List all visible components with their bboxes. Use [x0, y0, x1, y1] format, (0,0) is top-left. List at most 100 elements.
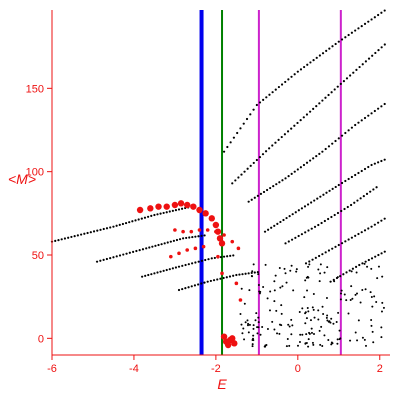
data-point: [347, 33, 350, 37]
data-point: [347, 238, 350, 241]
data-point: [160, 243, 163, 246]
red-point: [136, 206, 144, 214]
data-point: [245, 117, 249, 121]
red-point: [189, 229, 194, 234]
data-point: [354, 293, 357, 296]
data-point: [363, 262, 366, 265]
data-point: [132, 250, 135, 253]
data-point: [340, 209, 343, 213]
data-point: [226, 255, 229, 258]
data-point: [288, 325, 291, 328]
data-point: [268, 93, 271, 96]
data-point: [323, 334, 326, 337]
data-point: [295, 270, 298, 273]
data-point: [275, 183, 278, 186]
data-point: [337, 243, 340, 247]
data-point: [190, 285, 193, 288]
data-point: [340, 134, 344, 137]
data-point: [318, 102, 321, 105]
data-point: [367, 227, 370, 230]
data-point: [357, 171, 360, 175]
data-point: [304, 231, 307, 234]
data-point: [156, 271, 159, 274]
data-point: [243, 170, 246, 173]
data-point: [327, 145, 331, 148]
data-point: [265, 96, 268, 99]
data-point: [141, 248, 145, 251]
data-point: [344, 179, 347, 183]
data-point: [301, 333, 304, 336]
red-point: [185, 248, 189, 252]
red-point: [184, 201, 191, 209]
data-point: [344, 36, 347, 39]
data-point: [252, 108, 255, 111]
data-point: [347, 177, 350, 181]
data-point: [380, 252, 383, 255]
data-point: [312, 157, 315, 160]
data-point: [321, 253, 324, 256]
data-point: [347, 129, 350, 132]
data-point: [232, 254, 235, 257]
data-point: [356, 339, 359, 342]
data-point: [231, 182, 234, 185]
data-point: [210, 257, 213, 260]
data-point: [229, 254, 232, 257]
red-point: [222, 233, 226, 237]
red-point: [147, 205, 154, 212]
data-point: [371, 54, 374, 57]
data-point: [169, 240, 172, 243]
data-point: [345, 299, 348, 302]
data-point: [286, 130, 290, 133]
data-point: [377, 49, 380, 52]
data-point: [313, 199, 316, 202]
data-point: [181, 264, 184, 267]
data-point: [367, 20, 370, 23]
data-point: [309, 110, 312, 113]
data-point: [243, 302, 246, 305]
data-point: [324, 251, 327, 254]
data-point: [292, 289, 295, 292]
data-point: [253, 196, 256, 199]
data-point: [135, 249, 138, 253]
data-point: [255, 312, 258, 315]
data-point: [168, 210, 171, 213]
data-point: [273, 300, 276, 303]
data-point: [240, 287, 243, 290]
data-point: [159, 270, 162, 273]
data-point: [358, 65, 361, 69]
data-point: [326, 319, 329, 322]
data-point: [289, 269, 292, 272]
data-point: [290, 264, 293, 267]
data-point: [225, 276, 228, 279]
black-curve-8: [284, 186, 378, 245]
data-point: [212, 279, 216, 282]
data-point: [334, 139, 337, 143]
data-point: [357, 232, 360, 236]
data-point: [377, 161, 380, 164]
data-point: [242, 327, 245, 330]
data-point: [279, 220, 282, 224]
data-point: [284, 177, 287, 180]
data-point: [264, 150, 268, 153]
data-point: [327, 338, 330, 341]
data-point: [63, 237, 67, 240]
data-point: [373, 162, 376, 165]
data-point: [373, 223, 376, 226]
data-point: [383, 158, 386, 161]
data-point: [150, 214, 153, 217]
data-point: [354, 173, 357, 177]
data-point: [372, 341, 375, 344]
red-point: [169, 254, 173, 259]
data-point: [321, 150, 324, 153]
black-curve-7: [263, 158, 386, 233]
red-point: [173, 228, 177, 232]
data-point: [364, 260, 367, 263]
data-point: [118, 223, 121, 226]
data-point: [197, 235, 200, 238]
data-point: [307, 276, 310, 279]
data-point: [319, 263, 322, 266]
data-point: [273, 280, 276, 283]
data-point: [299, 166, 302, 169]
data-point: [336, 211, 340, 215]
